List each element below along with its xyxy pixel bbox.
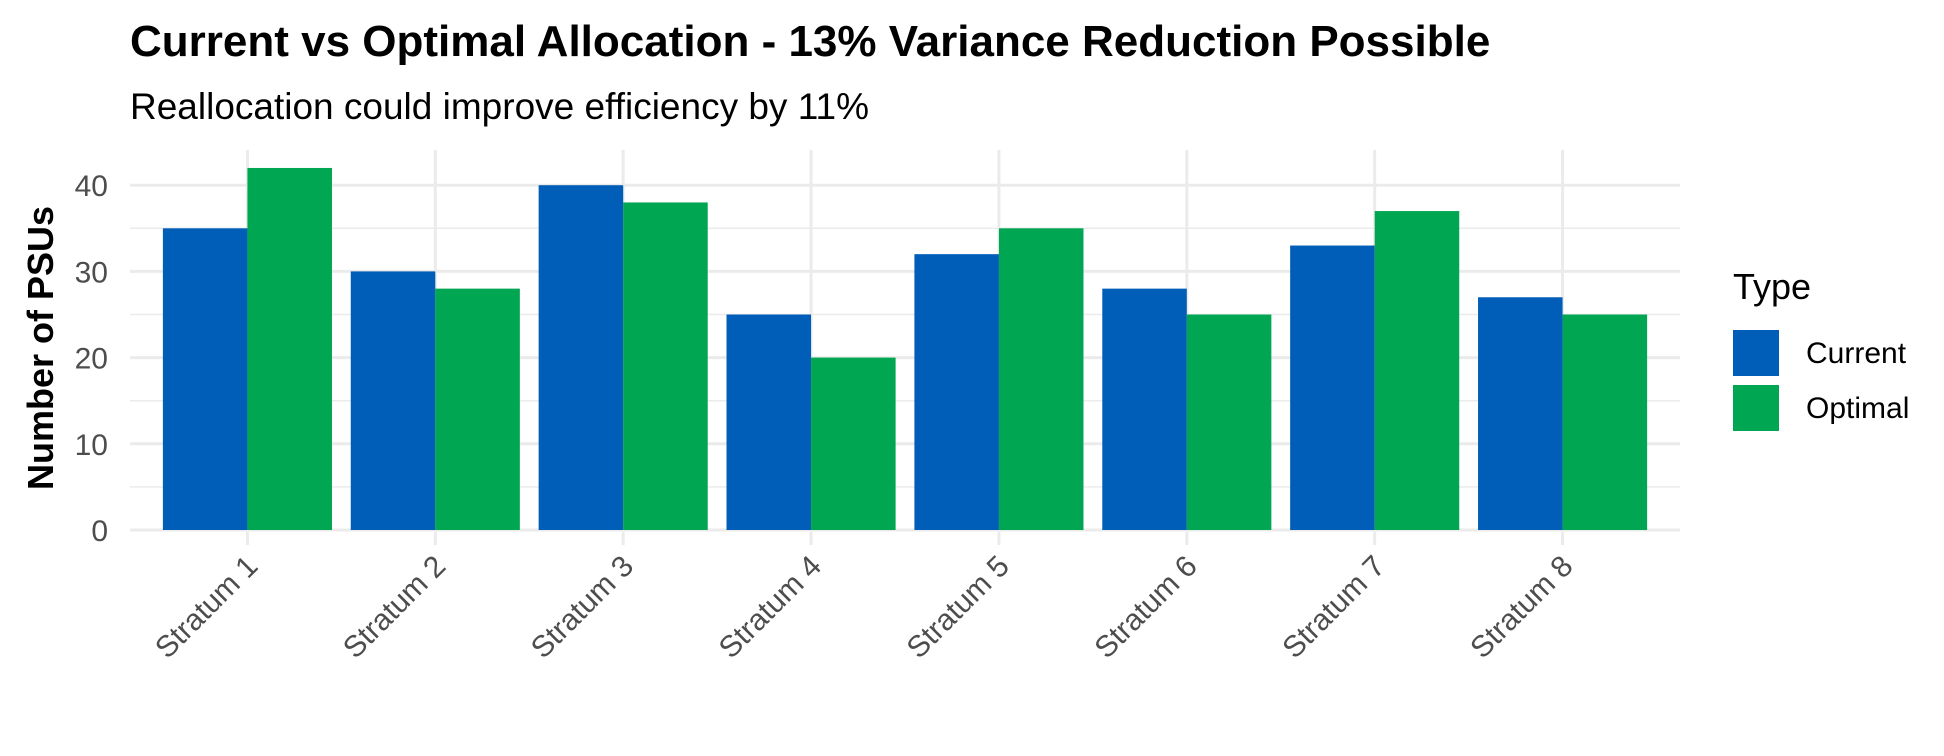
y-tick-label: 40 <box>75 170 108 203</box>
bar-optimal-5 <box>998 228 1084 531</box>
bar-current-2 <box>350 271 436 530</box>
legend-swatch-current <box>1733 330 1779 376</box>
bar-optimal-3 <box>623 202 708 530</box>
x-tick-label: Stratum 7 <box>1276 550 1391 665</box>
legend: Type Current Optimal <box>1733 266 1909 431</box>
y-tick-label: 10 <box>75 429 108 462</box>
chart-subtitle: Reallocation could improve efficiency by… <box>130 86 869 127</box>
x-tick-label: Stratum 5 <box>901 550 1016 665</box>
bar-current-1 <box>162 228 248 531</box>
x-axis-ticks: Stratum 1 Stratum 2 Stratum 3 Stratum 4 Stra… <box>149 532 1580 665</box>
bar-current-5 <box>914 254 999 530</box>
y-tick-label: 0 <box>91 515 108 548</box>
bar-optimal-7 <box>1374 211 1460 530</box>
legend-swatch-optimal <box>1733 385 1779 431</box>
x-tick-label: Stratum 3 <box>525 550 640 665</box>
x-tick-label: Stratum 4 <box>713 550 828 665</box>
bar-optimal-4 <box>811 357 896 530</box>
bar-current-3 <box>538 185 624 530</box>
y-tick-label: 20 <box>75 343 108 376</box>
bar-current-7 <box>1290 245 1375 531</box>
bars <box>162 167 1648 531</box>
legend-label-current: Current <box>1806 337 1907 370</box>
x-tick-label: Stratum 6 <box>1088 550 1203 665</box>
bar-optimal-6 <box>1186 314 1272 530</box>
bar-optimal-2 <box>435 288 520 530</box>
bar-current-4 <box>726 314 812 530</box>
y-tick-label: 30 <box>75 256 108 289</box>
bar-current-6 <box>1102 288 1187 530</box>
y-axis-title: Number of PSUs <box>20 206 61 490</box>
bar-current-8 <box>1478 297 1563 530</box>
x-tick-label: Stratum 2 <box>337 550 452 665</box>
legend-title: Type <box>1733 266 1811 307</box>
x-tick-label: Stratum 1 <box>149 550 264 665</box>
bar-optimal-1 <box>247 167 332 530</box>
bar-optimal-8 <box>1562 314 1648 530</box>
y-axis-ticks: 0 10 20 30 40 <box>75 170 108 548</box>
chart-title: Current vs Optimal Allocation - 13% Vari… <box>130 17 1490 66</box>
legend-label-optimal: Optimal <box>1806 392 1909 425</box>
x-tick-label: Stratum 8 <box>1464 550 1579 665</box>
